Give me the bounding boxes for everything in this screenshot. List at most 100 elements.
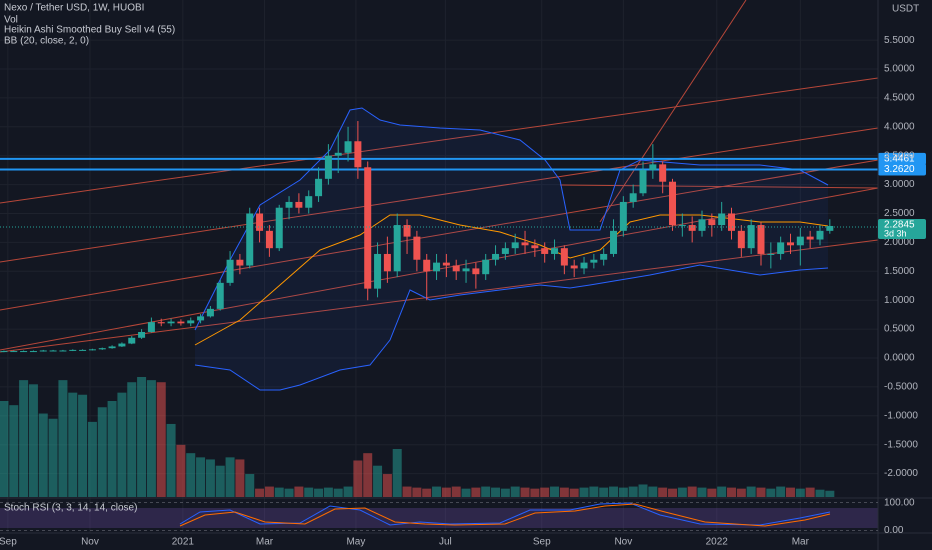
candle-body xyxy=(285,201,293,208)
candle-body xyxy=(216,282,224,309)
volume-bar xyxy=(727,487,737,497)
volume-bar xyxy=(648,486,658,497)
candle-body xyxy=(374,253,382,289)
candle-body xyxy=(560,248,568,266)
last-price-label: 2.2845 xyxy=(884,220,915,231)
volume-bar xyxy=(432,486,442,497)
y-tick-label: 2.5000 xyxy=(884,208,915,219)
chart-title: Nexo / Tether USD, 1W, HUOBI xyxy=(4,3,144,14)
volume-bar xyxy=(618,487,628,497)
candle-body xyxy=(118,343,126,347)
volume-bar xyxy=(186,453,196,497)
level-tag xyxy=(878,163,926,176)
candle-body xyxy=(226,259,234,283)
candle-body xyxy=(678,225,686,227)
level-tag-label: 3.4461 xyxy=(884,153,915,164)
candle-body xyxy=(728,213,736,231)
candle-body xyxy=(590,259,598,263)
candle-body xyxy=(610,230,618,254)
volume-bar xyxy=(373,465,383,497)
candle-body xyxy=(157,322,165,324)
candle-body xyxy=(79,349,87,351)
candle-body xyxy=(619,201,627,231)
candle-body xyxy=(442,262,450,266)
candle-body xyxy=(383,253,391,272)
candle-body xyxy=(777,242,785,254)
indicator-label: Heikin Ashi Smoothed Buy Sell v4 (55) xyxy=(4,25,175,36)
candle-body xyxy=(344,141,352,153)
volume-bar xyxy=(304,487,314,497)
candle-body xyxy=(521,242,529,246)
last-price-tag xyxy=(878,218,926,239)
volume-bar xyxy=(766,488,776,497)
y-tick-label: 5.0000 xyxy=(884,64,915,75)
x-tick-label: 2022 xyxy=(706,537,729,548)
volume-bar xyxy=(589,486,599,497)
volume-bar xyxy=(825,490,835,497)
trend-line xyxy=(599,0,747,223)
candle-body xyxy=(767,253,775,255)
volume-bar xyxy=(687,486,697,497)
candle-body xyxy=(265,230,273,249)
y-tick-label: 2.0000 xyxy=(884,237,915,248)
volume-bar xyxy=(255,488,265,497)
volume-bar xyxy=(717,486,727,497)
volume-bar xyxy=(137,377,147,497)
volume-bar xyxy=(245,474,255,497)
trend-line xyxy=(0,127,879,263)
x-tick-label: Sep xyxy=(0,537,17,548)
y-tick-label: 0.5000 xyxy=(884,324,915,335)
volume-bar xyxy=(323,487,333,497)
volume-bar xyxy=(176,444,186,497)
candle-body xyxy=(108,346,116,349)
volume-bar xyxy=(353,460,363,497)
volume-bar xyxy=(461,488,471,497)
candle-body xyxy=(295,201,303,208)
y-tick-label: -2.0000 xyxy=(884,468,918,479)
candle-body xyxy=(324,155,332,179)
volume-bar xyxy=(274,487,284,497)
stoch-tick-label: 100.00 xyxy=(884,497,915,508)
volume-bar xyxy=(658,487,668,497)
candle-body xyxy=(69,349,77,351)
candle-body xyxy=(501,248,509,254)
candle-body xyxy=(452,265,460,272)
volume-bar xyxy=(215,465,225,497)
candle-body xyxy=(472,268,480,275)
y-tick-label: 5.5000 xyxy=(884,35,915,46)
volume-bar xyxy=(776,486,786,497)
bb-upper xyxy=(194,107,829,331)
candle-body xyxy=(138,331,146,338)
candle-body xyxy=(747,225,755,249)
candle-body xyxy=(354,141,362,168)
volume-bar xyxy=(481,486,491,497)
volume-bar xyxy=(736,488,746,497)
x-tick-label: Nov xyxy=(81,537,99,548)
volume-bar xyxy=(569,488,579,497)
volume-bar xyxy=(284,488,294,497)
volume-bar xyxy=(294,486,304,497)
candle-body xyxy=(236,259,244,266)
candle-body xyxy=(570,265,578,269)
candle-body xyxy=(147,322,155,332)
candle-body xyxy=(698,219,706,231)
y-tick-label: -0.5000 xyxy=(884,382,918,393)
candle-body xyxy=(580,262,588,269)
trend-line xyxy=(559,184,879,189)
candle-body xyxy=(256,213,264,231)
candle-body xyxy=(718,213,726,226)
countdown-label: 3d 3h xyxy=(884,228,907,238)
volume-bar xyxy=(628,486,638,497)
candle-body xyxy=(403,225,411,237)
bb-fill xyxy=(195,108,828,390)
level-tag-label: 3.2620 xyxy=(884,164,915,175)
candle-body xyxy=(551,248,559,254)
stoch-tick-label: 0.00 xyxy=(884,525,904,536)
volume-bar xyxy=(107,401,117,497)
volume-bar xyxy=(520,487,530,497)
candle-body xyxy=(275,207,283,249)
volume-bar xyxy=(0,401,9,497)
volume-bar xyxy=(156,382,166,497)
candle-body xyxy=(708,219,716,226)
